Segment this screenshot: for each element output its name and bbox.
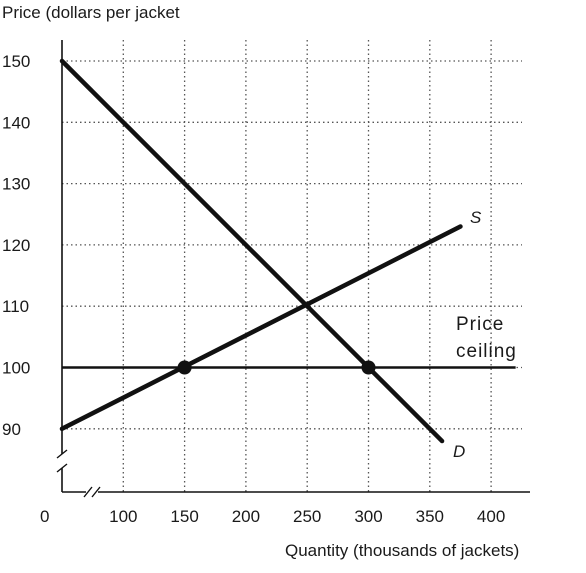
supply-curve-label: S	[470, 208, 482, 227]
y-axis-title: Price (dollars per jacket	[2, 3, 180, 22]
x-tick-label-100: 100	[109, 507, 137, 526]
series-lines	[59, 58, 516, 444]
demand-curve-line	[59, 58, 445, 444]
grid-lines	[62, 40, 522, 492]
y-tick-label-140: 140	[2, 113, 30, 132]
x-tick-label-400: 400	[477, 507, 505, 526]
x-axis-title: Quantity (thousands of jackets)	[285, 541, 519, 560]
y-tick-label-150: 150	[2, 52, 30, 71]
x-tick-label-250: 250	[293, 507, 321, 526]
x-axis-break-mark	[83, 486, 93, 498]
y-axis-break-mark	[56, 463, 68, 473]
y-tick-label-110: 110	[2, 297, 29, 316]
y-tick-label-90: 90	[2, 420, 21, 439]
tick-labels: 90 100 110 120 130 140 150 100 150 200 250 300 350 40…	[2, 52, 505, 526]
price-ceiling-label-line2: ceiling	[456, 341, 517, 362]
price-ceiling-label-line1: Price	[456, 314, 504, 335]
y-tick-label-120: 120	[2, 236, 30, 255]
y-tick-label-130: 130	[2, 175, 30, 194]
x-tick-label-150: 150	[170, 507, 198, 526]
demand-curve-label: D	[453, 442, 465, 461]
origin-label: 0	[40, 507, 49, 526]
highlight-points	[177, 360, 376, 375]
highlight-point-2	[361, 360, 376, 375]
axes	[56, 40, 530, 498]
y-axis-break-mark	[56, 449, 68, 459]
x-tick-label-350: 350	[416, 507, 444, 526]
x-axis-break-mark	[91, 486, 101, 498]
x-tick-label-300: 300	[354, 507, 382, 526]
y-tick-label-100: 100	[2, 359, 30, 378]
x-tick-label-200: 200	[232, 507, 260, 526]
supply-curve-line	[59, 224, 463, 432]
highlight-point-1	[177, 360, 192, 375]
